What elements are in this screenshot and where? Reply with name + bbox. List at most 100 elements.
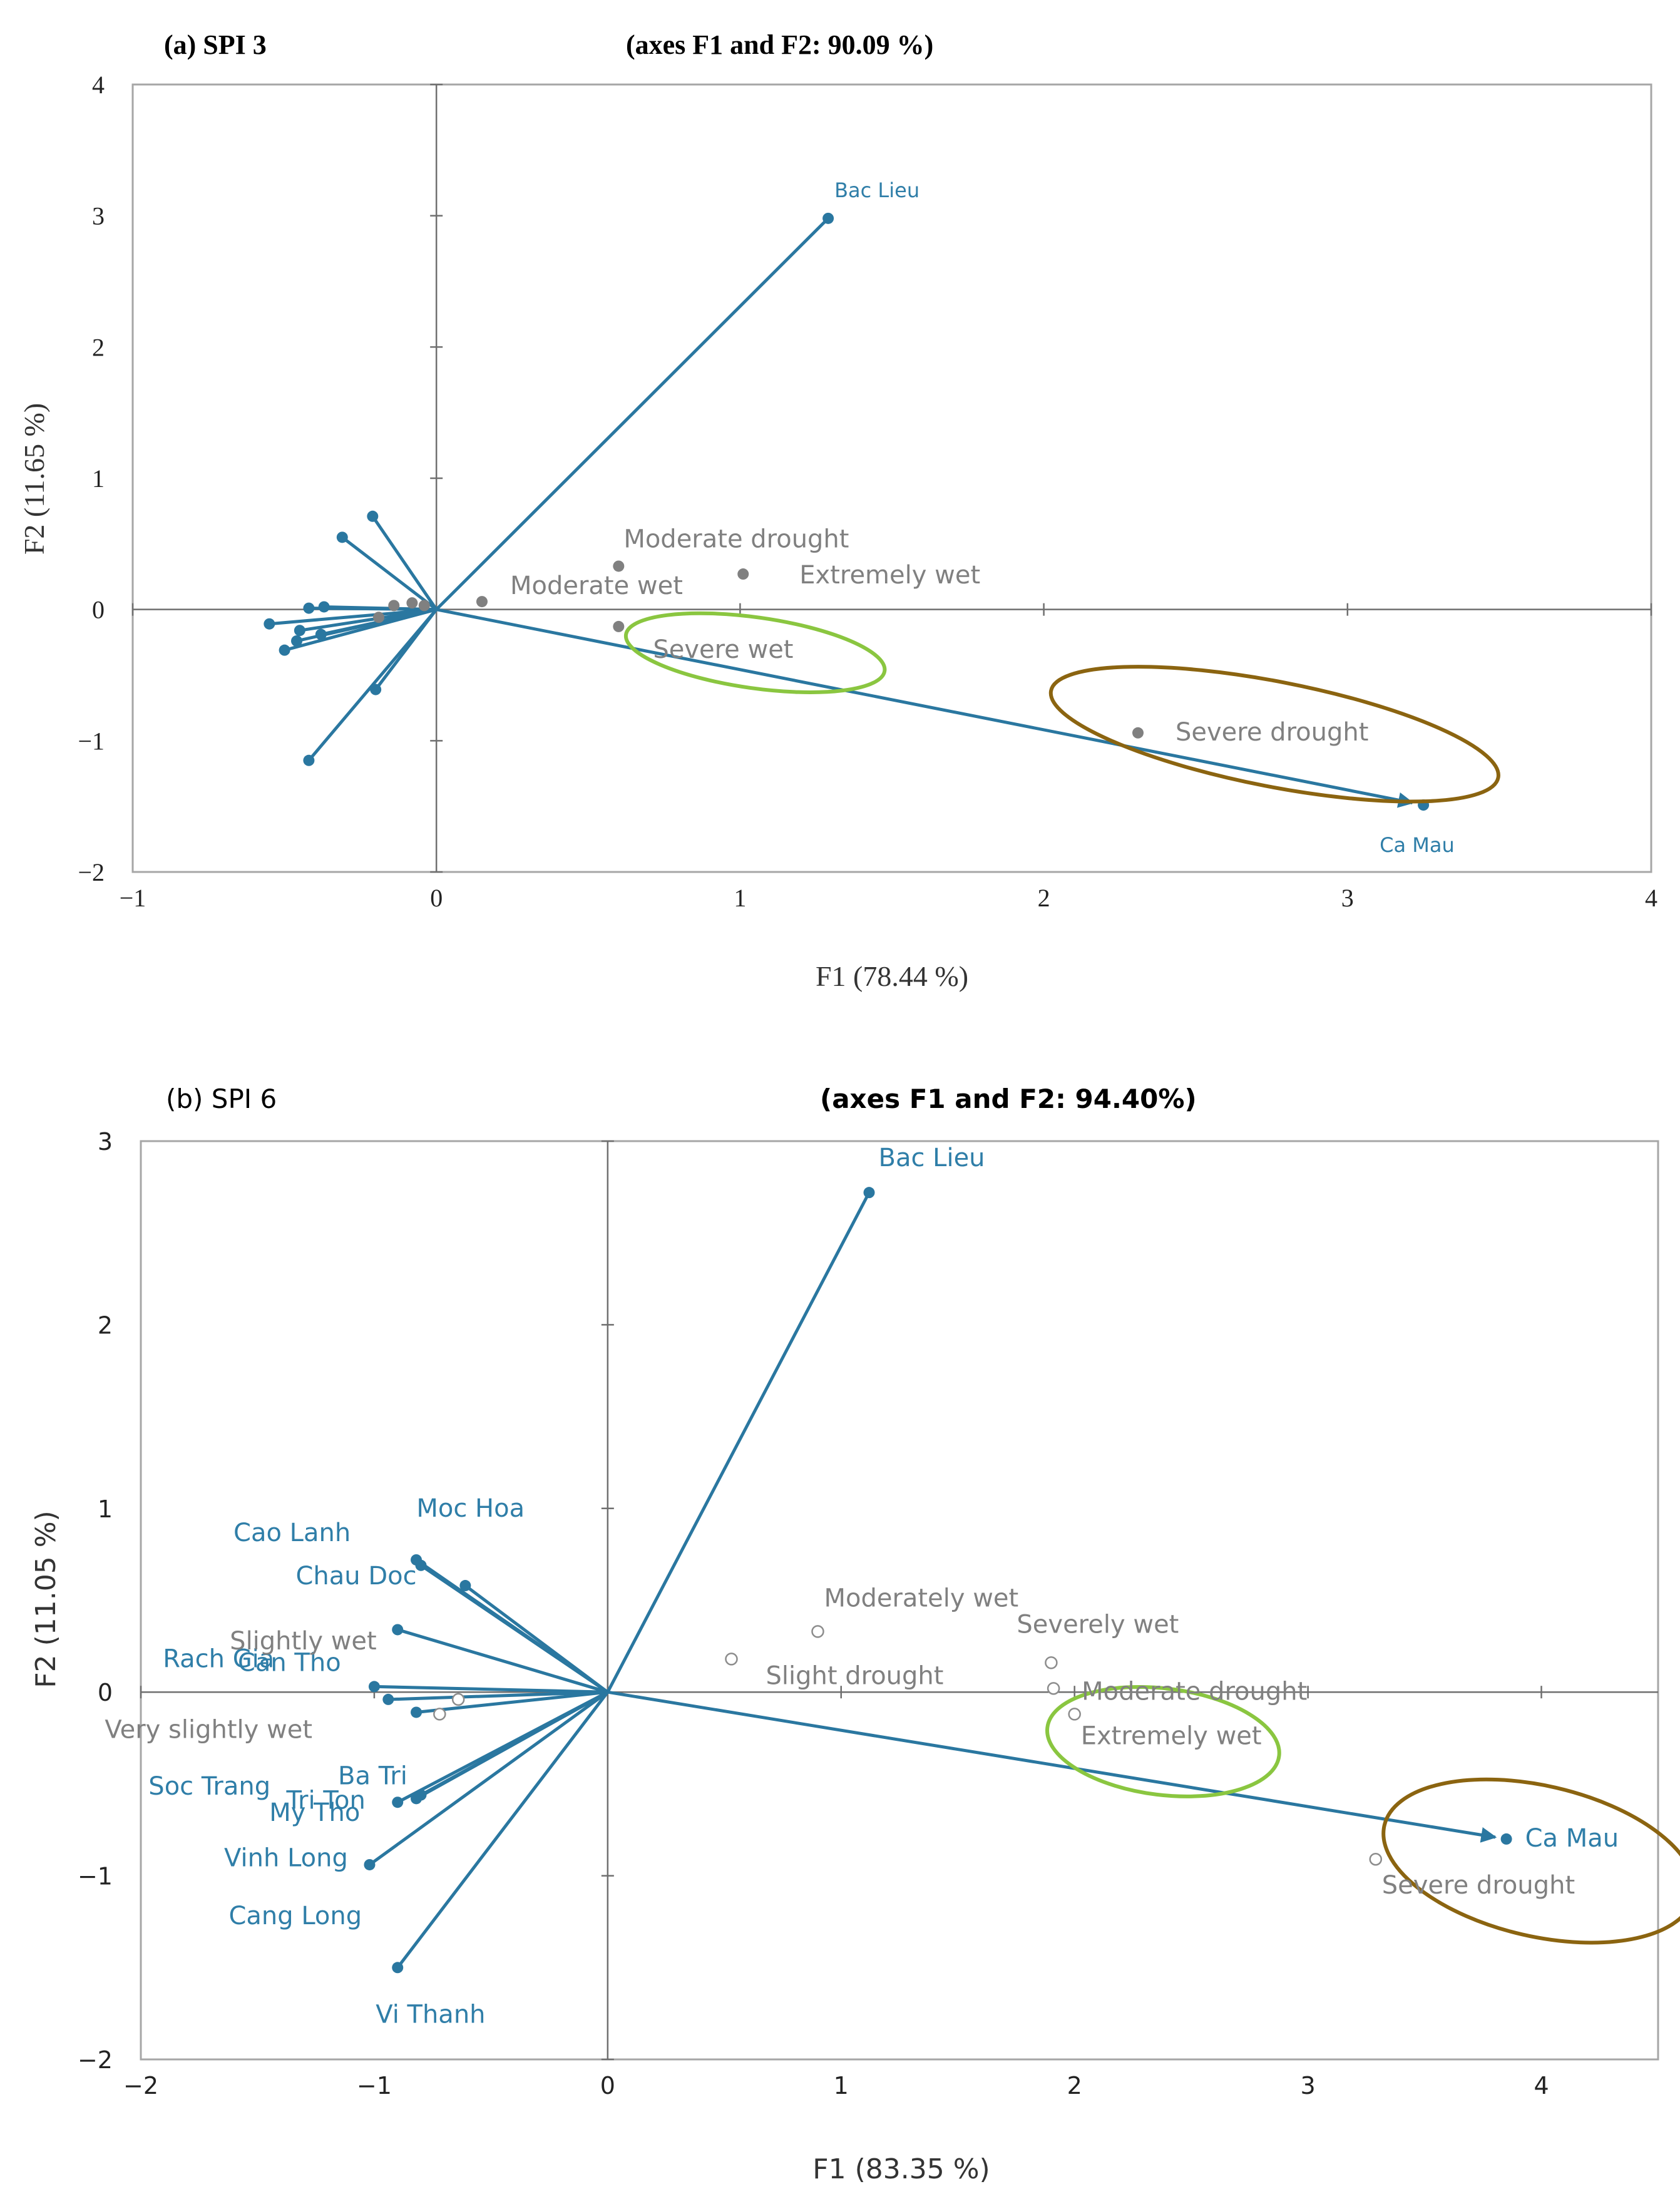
- panel-b-x-axis-label: F1 (83.35 %): [812, 2153, 990, 2185]
- panel-b-station-vector: [397, 1628, 608, 1694]
- panel-b-category-label: Slight drought: [766, 1661, 943, 1690]
- panel-a-category-point: [613, 560, 625, 572]
- panel-b-x-tick-label: 3: [1301, 2072, 1316, 2099]
- panel-b-y-tick-label: 0: [98, 1679, 113, 1706]
- panel-a-category-point: [737, 568, 749, 580]
- panel-a-station-point: [294, 625, 305, 637]
- panel-b-x-tick-label: 1: [834, 2072, 849, 2099]
- panel-a-y-tick-label: 0: [92, 596, 105, 624]
- panel-b-station-point: [1500, 1833, 1512, 1845]
- panel-a-y-tick-label: 1: [92, 464, 105, 493]
- panel-b-x-tick-label: 2: [1067, 2072, 1082, 2099]
- panel-b-station-vector: [420, 1564, 609, 1694]
- panel-b-category-point: [811, 1625, 824, 1638]
- panel-a-station-point: [367, 510, 379, 522]
- panel-a-station-vector: [324, 605, 437, 612]
- panel-b-station-point: [392, 1962, 404, 1974]
- panel-b-category-label: Extremely wet: [1081, 1721, 1262, 1750]
- panel-a-station-point: [315, 628, 327, 640]
- panel-b-category-point: [1068, 1708, 1081, 1721]
- panel-a-category-point: [476, 596, 488, 608]
- panel-a-station-label: Ca Mau: [1380, 833, 1455, 857]
- panel-a-station-point: [303, 754, 315, 766]
- panel-b-station-vector: [607, 1690, 1497, 1843]
- panel-b-station-label: Can Tho: [238, 1648, 341, 1677]
- panel-a-y-tick-label: 3: [92, 202, 105, 230]
- panel-b-station-point: [459, 1580, 471, 1592]
- panel-b-brown-cluster-ellipse: [1381, 1777, 1680, 1945]
- panel-a-x-tick-label: 1: [734, 884, 746, 912]
- panel-b-y-tick-label: 2: [98, 1311, 113, 1339]
- panel-b-station-label: Soc Trang: [148, 1772, 270, 1801]
- panel-b-station-vector: [396, 1691, 609, 1969]
- panel-b-station-point: [364, 1858, 376, 1870]
- panel-b-y-tick-label: 3: [98, 1128, 113, 1156]
- panel-a-station-vector: [371, 515, 438, 611]
- panel-b-station-label: Chau Doc: [296, 1562, 417, 1591]
- panel-a-y-tick-label: −1: [78, 727, 105, 755]
- panel-b-category-point: [725, 1653, 738, 1666]
- panel-a-category-label: Moderate drought: [623, 525, 849, 553]
- panel-a-station-vector: [307, 608, 438, 762]
- panel-b-category-label: Very slightly wet: [105, 1715, 312, 1744]
- panel-b-station-label: Cang Long: [228, 1902, 362, 1930]
- panel-b-station-label: Ba Tri: [338, 1761, 407, 1790]
- panel-a-y-axis-label: F2 (11.65 %): [18, 403, 50, 555]
- panel-a-category-point: [388, 600, 400, 612]
- panel-b-station-vector: [397, 1690, 609, 1804]
- panel-b-station-point: [382, 1693, 394, 1705]
- panel-a-x-axis-label: F1 (78.44 %): [816, 960, 968, 992]
- panel-a: (a) SPI 3 (axes F1 and F2: 90.09 %) −1 0 1…: [18, 29, 1657, 992]
- panel-b-station-vector: [368, 1691, 609, 1867]
- panel-a-y-tick-label: 2: [92, 333, 105, 361]
- panel-a-station-label: Bac Lieu: [834, 178, 919, 202]
- panel-a-category-point: [418, 600, 430, 612]
- panel-b-station-vector: [388, 1690, 608, 1701]
- panel-b-x-tick-label: −1: [357, 2072, 392, 2099]
- panel-b-category-label: Severe drought: [1382, 1871, 1575, 1900]
- panel-a-station-point: [822, 212, 834, 224]
- panel-b-station-vector: [416, 1690, 608, 1714]
- panel-b-station-label: Bac Lieu: [879, 1144, 985, 1172]
- panel-b-y-tick-label: −1: [78, 1863, 113, 1890]
- panel-b-x-tick-label: −2: [123, 2072, 158, 2099]
- panel-a-category-point: [1132, 727, 1144, 739]
- panel-b-station-point: [368, 1681, 380, 1693]
- panel-a-station-point: [264, 618, 275, 630]
- panel-a-x-tick-label: 2: [1038, 884, 1050, 912]
- panel-a-title: (axes F1 and F2: 90.09 %): [626, 29, 933, 60]
- panel-b: (b) SPI 6 (axes F1 and F2: 94.40%) −2 −1 0…: [30, 1084, 1680, 2185]
- panel-b-title: (axes F1 and F2: 94.40%): [820, 1084, 1197, 1114]
- panel-a-x-tick-label: 3: [1341, 884, 1354, 912]
- panel-b-station-label: Cao Lanh: [233, 1519, 351, 1547]
- panel-b-category-point: [1045, 1656, 1058, 1669]
- panel-b-category-point: [1369, 1852, 1383, 1866]
- panel-b-station-label: Vi Thanh: [376, 2000, 485, 2029]
- panel-b-station-point: [411, 1793, 423, 1805]
- panel-a-frame: [131, 83, 1652, 873]
- panel-a-station-point: [336, 531, 348, 543]
- panel-b-station-point: [411, 1706, 423, 1718]
- panel-a-brown-cluster-ellipse: [1048, 665, 1500, 804]
- panel-b-category-label: Slightly wet: [230, 1627, 377, 1656]
- panel-b-station-vector: [606, 1191, 871, 1693]
- panel-b-category-point: [451, 1693, 465, 1706]
- panel-b-y-tick-label: −2: [78, 2046, 113, 2074]
- panel-b-station-label: Rach Gia: [163, 1644, 274, 1673]
- panel-b-station-label: Moc Hoa: [416, 1494, 525, 1523]
- panel-b-label: (b) SPI 6: [166, 1084, 277, 1114]
- panel-b-station-point: [415, 1559, 427, 1571]
- panel-b-y-tick-label: 1: [98, 1495, 113, 1523]
- panel-a-station-vector: [436, 608, 1414, 808]
- panel-a-y-tick-label: −2: [78, 858, 105, 886]
- panel-b-category-label: Severely wet: [1017, 1610, 1179, 1639]
- panel-a-label: (a) SPI 3: [164, 29, 267, 60]
- panel-b-station-label: Ca Mau: [1525, 1824, 1619, 1853]
- panel-b-station-point: [863, 1187, 875, 1199]
- panel-b-station-point: [392, 1624, 404, 1636]
- panel-a-station-point: [303, 602, 315, 614]
- panel-b-x-tick-label: 0: [600, 2072, 615, 2099]
- panel-a-station-vector: [435, 217, 829, 611]
- panel-a-x-tick-label: 4: [1645, 884, 1657, 912]
